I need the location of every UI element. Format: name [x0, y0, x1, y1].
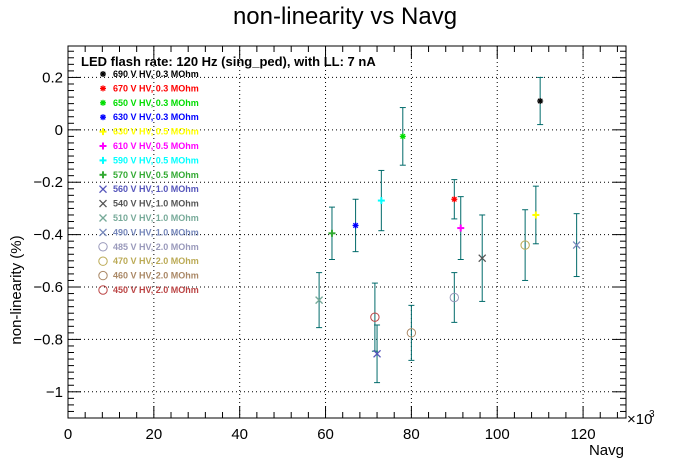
x-tick-label: 60 — [317, 426, 334, 443]
data-point — [373, 349, 382, 358]
data-points — [315, 98, 581, 358]
legend-marker — [99, 128, 107, 136]
legend-label: 490 V HV, 1.0 MOhm — [113, 227, 199, 237]
legend-label: 540 V HV, 1.0 MOhm — [113, 199, 199, 209]
legend-label: 610 V HV, 0.5 MOhm — [113, 141, 199, 151]
legend-label: 570 V HV, 0.5 MOhm — [113, 170, 199, 180]
legend-entry: 510 V HV, 1.0 MOhm — [99, 213, 199, 223]
x-multiplier-base: ×10 — [627, 411, 652, 428]
data-point — [449, 292, 460, 303]
x-tick-label: 80 — [403, 426, 420, 443]
legend-label: 460 V HV, 2.0 MOhm — [113, 271, 199, 281]
data-point — [532, 211, 540, 219]
legend-marker — [100, 114, 106, 121]
legend-entry: 470 V HV, 2.0 MOhm — [98, 256, 199, 266]
error-bars — [316, 76, 580, 384]
legend-label: 485 V HV, 2.0 MOhm — [113, 242, 199, 252]
legend-entry: 650 V HV, 0.3 MOhm — [100, 98, 199, 108]
legend-label: 650 V HV, 0.3 MOhm — [113, 98, 199, 108]
legend-label: 510 V HV, 1.0 MOhm — [113, 213, 199, 223]
legend-entry: 540 V HV, 1.0 MOhm — [99, 199, 199, 209]
legend-marker — [99, 142, 107, 150]
y-tick-label: 0 — [55, 122, 63, 139]
legend-label: 690 V HV, 0.3 MOhm — [113, 69, 199, 79]
legend-entry: 590 V HV, 0.5 MOhm — [99, 155, 199, 165]
legend-entry: 630 V HV, 0.5 MOhm — [99, 127, 199, 137]
legend-marker — [99, 185, 107, 194]
legend-entry: 630 V HV, 0.3 MOhm — [100, 112, 199, 122]
x-tick-label: 120 — [571, 426, 596, 443]
data-point — [572, 241, 581, 250]
y-tick-label: −0.2 — [33, 174, 63, 191]
y-tick-label: −0.4 — [33, 227, 63, 244]
legend-label: 590 V HV, 0.5 MOhm — [113, 155, 199, 165]
legend-marker — [98, 242, 108, 252]
data-point — [406, 328, 417, 338]
legend-marker — [100, 85, 106, 92]
data-point — [537, 98, 544, 105]
legend-label: 450 V HV, 2.0 MOhm — [113, 285, 199, 295]
chart-title: non-linearity vs Navg — [233, 3, 457, 30]
legend-marker — [98, 256, 108, 266]
x-tick-label: 100 — [485, 426, 510, 443]
grid — [68, 46, 626, 418]
error-bar — [408, 304, 415, 361]
y-axis: −1 −0.8 −0.6 −0.4 −0.2 0 0.2 — [33, 50, 626, 419]
data-point — [478, 254, 487, 263]
y-axis-label: non-linearity (%) — [8, 235, 25, 344]
legend-label: 630 V HV, 0.3 MOhm — [113, 112, 199, 122]
legend: LED flash rate: 120 Hz (sing_ped), with … — [81, 54, 376, 295]
legend-label: 630 V HV, 0.5 MOhm — [113, 127, 199, 137]
legend-marker — [100, 99, 106, 106]
x-axis: 0 20 40 60 80 100 120 — [64, 46, 618, 443]
plot-frame — [67, 45, 627, 419]
data-point — [370, 312, 380, 322]
x-tick-label: 0 — [64, 426, 72, 443]
legend-marker — [99, 228, 107, 237]
legend-marker — [100, 71, 106, 77]
x-multiplier-exponent: 3 — [649, 409, 655, 420]
data-point — [520, 240, 530, 250]
legend-entry: 610 V HV, 0.5 MOhm — [99, 141, 199, 151]
legend-entry: 690 V HV, 0.3 MOhm — [100, 69, 199, 79]
x-multiplier: ×10 3 — [627, 409, 655, 428]
data-point — [457, 224, 465, 232]
x-tick-label: 20 — [146, 426, 163, 443]
data-point — [328, 229, 336, 237]
legend-entry: 570 V HV, 0.5 MOhm — [99, 170, 199, 180]
y-tick-label: 0.2 — [42, 69, 63, 86]
legend-entry: 460 V HV, 2.0 MOhm — [98, 270, 199, 281]
legend-marker — [99, 199, 107, 208]
legend-entry: 450 V HV, 2.0 MOhm — [98, 285, 199, 295]
legend-marker — [99, 171, 107, 179]
legend-label: 560 V HV, 1.0 MOhm — [113, 184, 199, 194]
legend-header: LED flash rate: 120 Hz (sing_ped), with … — [81, 54, 376, 69]
legend-marker — [99, 214, 107, 222]
legend-entry: 490 V HV, 1.0 MOhm — [99, 227, 199, 237]
y-tick-label: −0.8 — [33, 331, 63, 348]
data-point — [377, 197, 385, 205]
y-tick-label: −1 — [46, 384, 63, 401]
data-point — [399, 133, 406, 140]
legend-entry: 670 V HV, 0.3 MOhm — [100, 83, 199, 93]
legend-marker — [98, 285, 108, 295]
legend-label: 470 V HV, 2.0 MOhm — [113, 256, 199, 266]
data-point — [315, 296, 324, 305]
data-point — [451, 196, 458, 203]
x-tick-label: 40 — [231, 426, 248, 443]
data-point — [352, 222, 359, 229]
legend-marker — [98, 270, 108, 281]
legend-marker — [99, 156, 107, 164]
y-tick-label: −0.6 — [33, 279, 63, 296]
legend-label: 670 V HV, 0.3 MOhm — [113, 83, 199, 93]
error-bar — [522, 209, 529, 281]
legend-entry: 560 V HV, 1.0 MOhm — [99, 184, 199, 194]
x-axis-label: Navg — [589, 442, 624, 459]
error-bar — [451, 272, 458, 323]
legend-entry: 485 V HV, 2.0 MOhm — [98, 242, 199, 252]
